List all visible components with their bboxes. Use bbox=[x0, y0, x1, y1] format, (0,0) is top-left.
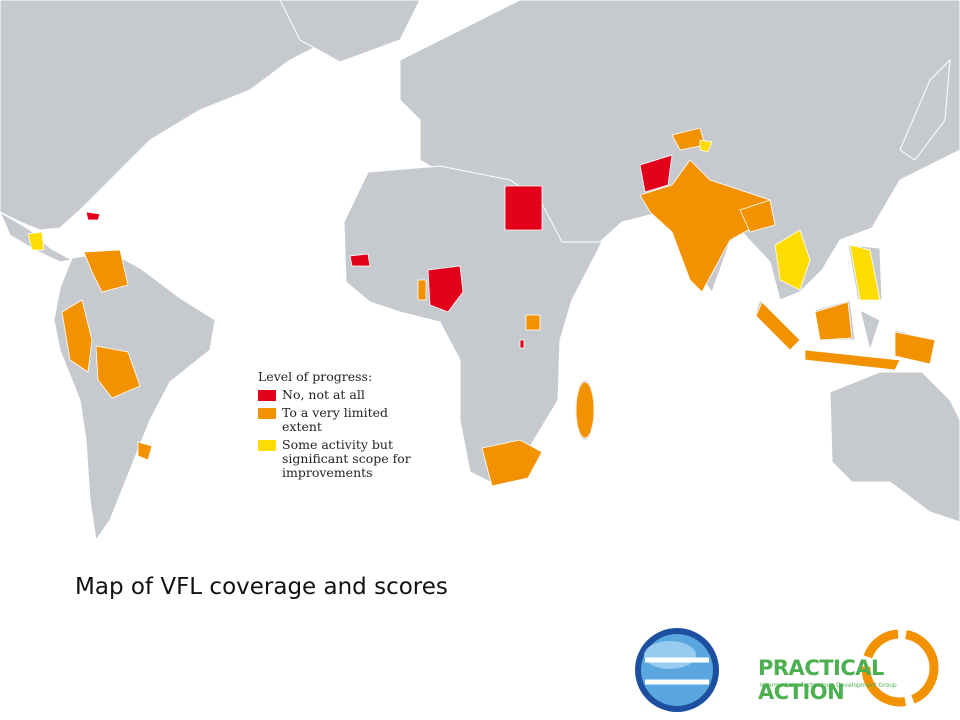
uruguay bbox=[137, 441, 153, 461]
legend-swatch bbox=[258, 440, 276, 451]
south-africa bbox=[481, 439, 543, 487]
senegal bbox=[349, 253, 371, 267]
land bbox=[0, 0, 960, 542]
kyrgyzstan bbox=[699, 139, 713, 153]
egypt bbox=[504, 185, 543, 231]
legend-label: No, not at all bbox=[282, 387, 365, 402]
practical-action-ring bbox=[861, 629, 939, 707]
legend-label: Some activity but significant scope for … bbox=[282, 437, 411, 480]
legend-item: To a very limited extent bbox=[258, 406, 423, 434]
peru bbox=[61, 299, 93, 373]
southeast-asia bbox=[774, 229, 811, 291]
india-pakistan bbox=[639, 159, 771, 293]
legend-title: Level of progress: bbox=[258, 369, 373, 384]
globe-logo bbox=[635, 628, 719, 712]
highlighted-countries bbox=[27, 127, 936, 487]
logo-tagline: Intermediate Technology Development Grou… bbox=[760, 682, 897, 689]
rwanda bbox=[519, 339, 525, 349]
afghanistan bbox=[639, 154, 673, 193]
logo-name: PRACTICAL ACTION bbox=[758, 656, 884, 704]
bolivia bbox=[95, 345, 141, 399]
haiti bbox=[85, 211, 101, 221]
nigeria bbox=[427, 265, 464, 313]
uganda bbox=[525, 314, 541, 331]
nicaragua bbox=[27, 231, 45, 251]
bangladesh bbox=[739, 199, 776, 233]
madagascar bbox=[575, 381, 595, 439]
legend-item: No, not at all bbox=[258, 388, 423, 402]
philippines bbox=[849, 244, 881, 301]
legend-item: Some activity but significant scope for … bbox=[258, 438, 423, 480]
legend-swatch bbox=[258, 408, 276, 419]
legend-swatch bbox=[258, 390, 276, 401]
indonesia bbox=[755, 301, 936, 371]
caption: Map of VFL coverage and scores bbox=[75, 574, 448, 600]
legend-label: To a very limited extent bbox=[282, 405, 389, 434]
ghana bbox=[417, 279, 427, 301]
venezuela bbox=[83, 249, 129, 293]
legend: Level of progress: No, not at all To a ve… bbox=[252, 365, 429, 484]
